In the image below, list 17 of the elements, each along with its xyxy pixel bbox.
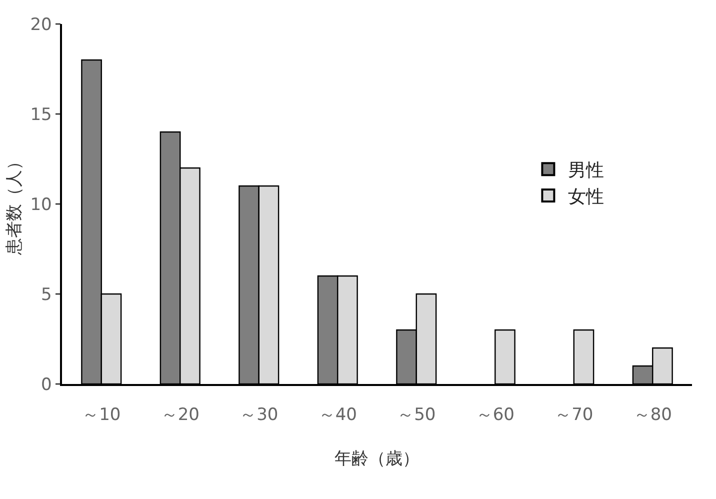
y-tick-label: 0: [41, 374, 52, 395]
y-axis-title: 患者数（人）: [4, 153, 24, 256]
x-tick-label: ～70: [554, 405, 594, 426]
y-tick-label: 5: [41, 284, 52, 305]
y-tick-label: 20: [30, 14, 52, 35]
y-tick-label: 15: [30, 104, 52, 125]
x-tick-label: ～80: [633, 405, 672, 426]
x-tick-label: ～50: [397, 405, 436, 426]
x-axis-title: 年齢（歳）: [334, 449, 420, 470]
x-tick-label: ～60: [476, 405, 514, 426]
legend-label: 男性: [568, 160, 604, 182]
x-tick-label: ～10: [82, 405, 121, 426]
x-tick-label: ～20: [160, 405, 200, 426]
legend-label: 女性: [568, 186, 604, 208]
y-tick-label: 10: [30, 194, 52, 215]
x-tick-label: ～30: [240, 405, 278, 426]
x-tick-label: ～40: [318, 405, 357, 426]
